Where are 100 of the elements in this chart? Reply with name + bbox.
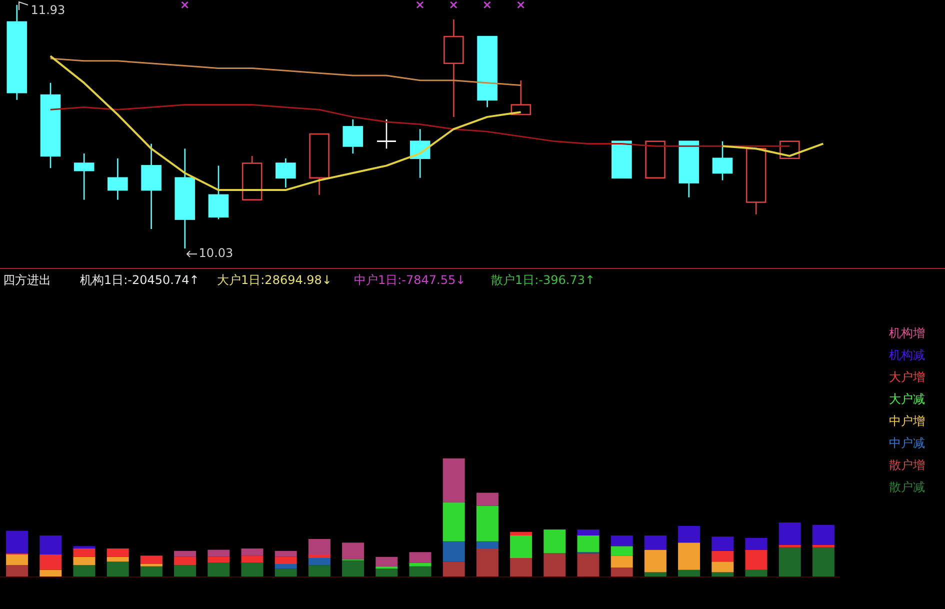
bar [140,556,162,564]
bar [778,547,801,577]
candlestick [712,140,733,181]
text: 机构1日:-20450.74↑ [80,272,200,289]
text: 中户1日:-7847.55↓ [354,272,466,289]
candlestick [276,158,296,188]
bar [376,568,398,577]
bar [342,560,364,577]
bar [274,568,297,577]
bar [745,570,768,577]
bar [140,566,162,577]
bar [73,565,96,577]
bar [577,530,600,536]
bar [106,548,129,557]
bar [6,554,28,566]
bar [274,556,297,564]
bar [409,562,432,566]
candlestick [208,165,229,220]
bar [476,506,498,542]
bar [712,550,734,562]
bar [510,532,532,536]
bar [241,556,264,563]
bar [610,535,633,546]
text: 机构增 [889,325,925,342]
bar [376,556,398,566]
bar [712,562,734,572]
bar [106,556,129,562]
bar [544,530,566,554]
bar [140,564,162,566]
bar [544,553,566,577]
bar [40,570,62,577]
bar [342,542,364,560]
text: 大户增 [889,369,925,386]
bar [308,558,330,566]
bar [610,568,633,577]
bar [6,565,28,577]
bar [778,544,801,548]
bar [577,535,600,552]
bar [510,535,532,558]
bar [476,548,498,577]
bar [644,550,666,572]
text: 大户1日:28694.98↓ [217,272,332,289]
bar [442,458,465,502]
bar [745,550,768,570]
bar [308,565,330,577]
candlestick [510,80,532,116]
bar [510,558,532,577]
bar [274,550,297,557]
bar [308,554,330,558]
text: 大户减 [889,391,925,408]
annotation: 10.03 [198,246,234,260]
bar [241,548,264,556]
bar [174,565,196,577]
bar [208,556,230,563]
bar [308,539,330,554]
bar [812,524,834,545]
text: 散户减 [889,479,925,496]
bar [6,530,28,554]
bar [610,546,633,556]
bar [274,564,297,569]
bar [644,535,666,550]
bar [73,548,96,557]
bar [208,562,230,577]
bar [812,544,834,548]
bar [174,550,196,557]
bar [40,554,62,570]
text: 机构减 [889,347,925,364]
bar [73,546,96,549]
bar [174,556,196,566]
bar [106,562,129,577]
text: 中户增 [889,413,925,430]
bar [442,502,465,542]
bar [610,556,633,568]
candlestick [74,152,94,200]
bar [745,538,768,550]
bar [812,547,834,577]
bar [73,556,96,566]
text: 散户1日:-396.73↑ [491,272,596,289]
bar [712,536,734,551]
candlestick [108,158,128,200]
bar [678,526,700,543]
bar [409,552,432,563]
bar [778,522,801,545]
text: 散户增 [889,457,925,474]
bar [409,566,432,577]
bar [442,541,465,562]
bar [678,542,700,570]
bar [678,570,700,577]
bar [476,541,498,549]
bar [241,562,264,577]
text: 中户减 [889,435,925,452]
annotation: 11.93 [30,2,66,17]
candlestick [342,118,364,154]
bar [442,562,465,577]
candlestick [376,118,397,150]
bar [208,550,230,557]
chart-title: 四方进出 [3,272,51,289]
bar [476,492,498,506]
bar [40,535,62,554]
bar [577,553,600,577]
